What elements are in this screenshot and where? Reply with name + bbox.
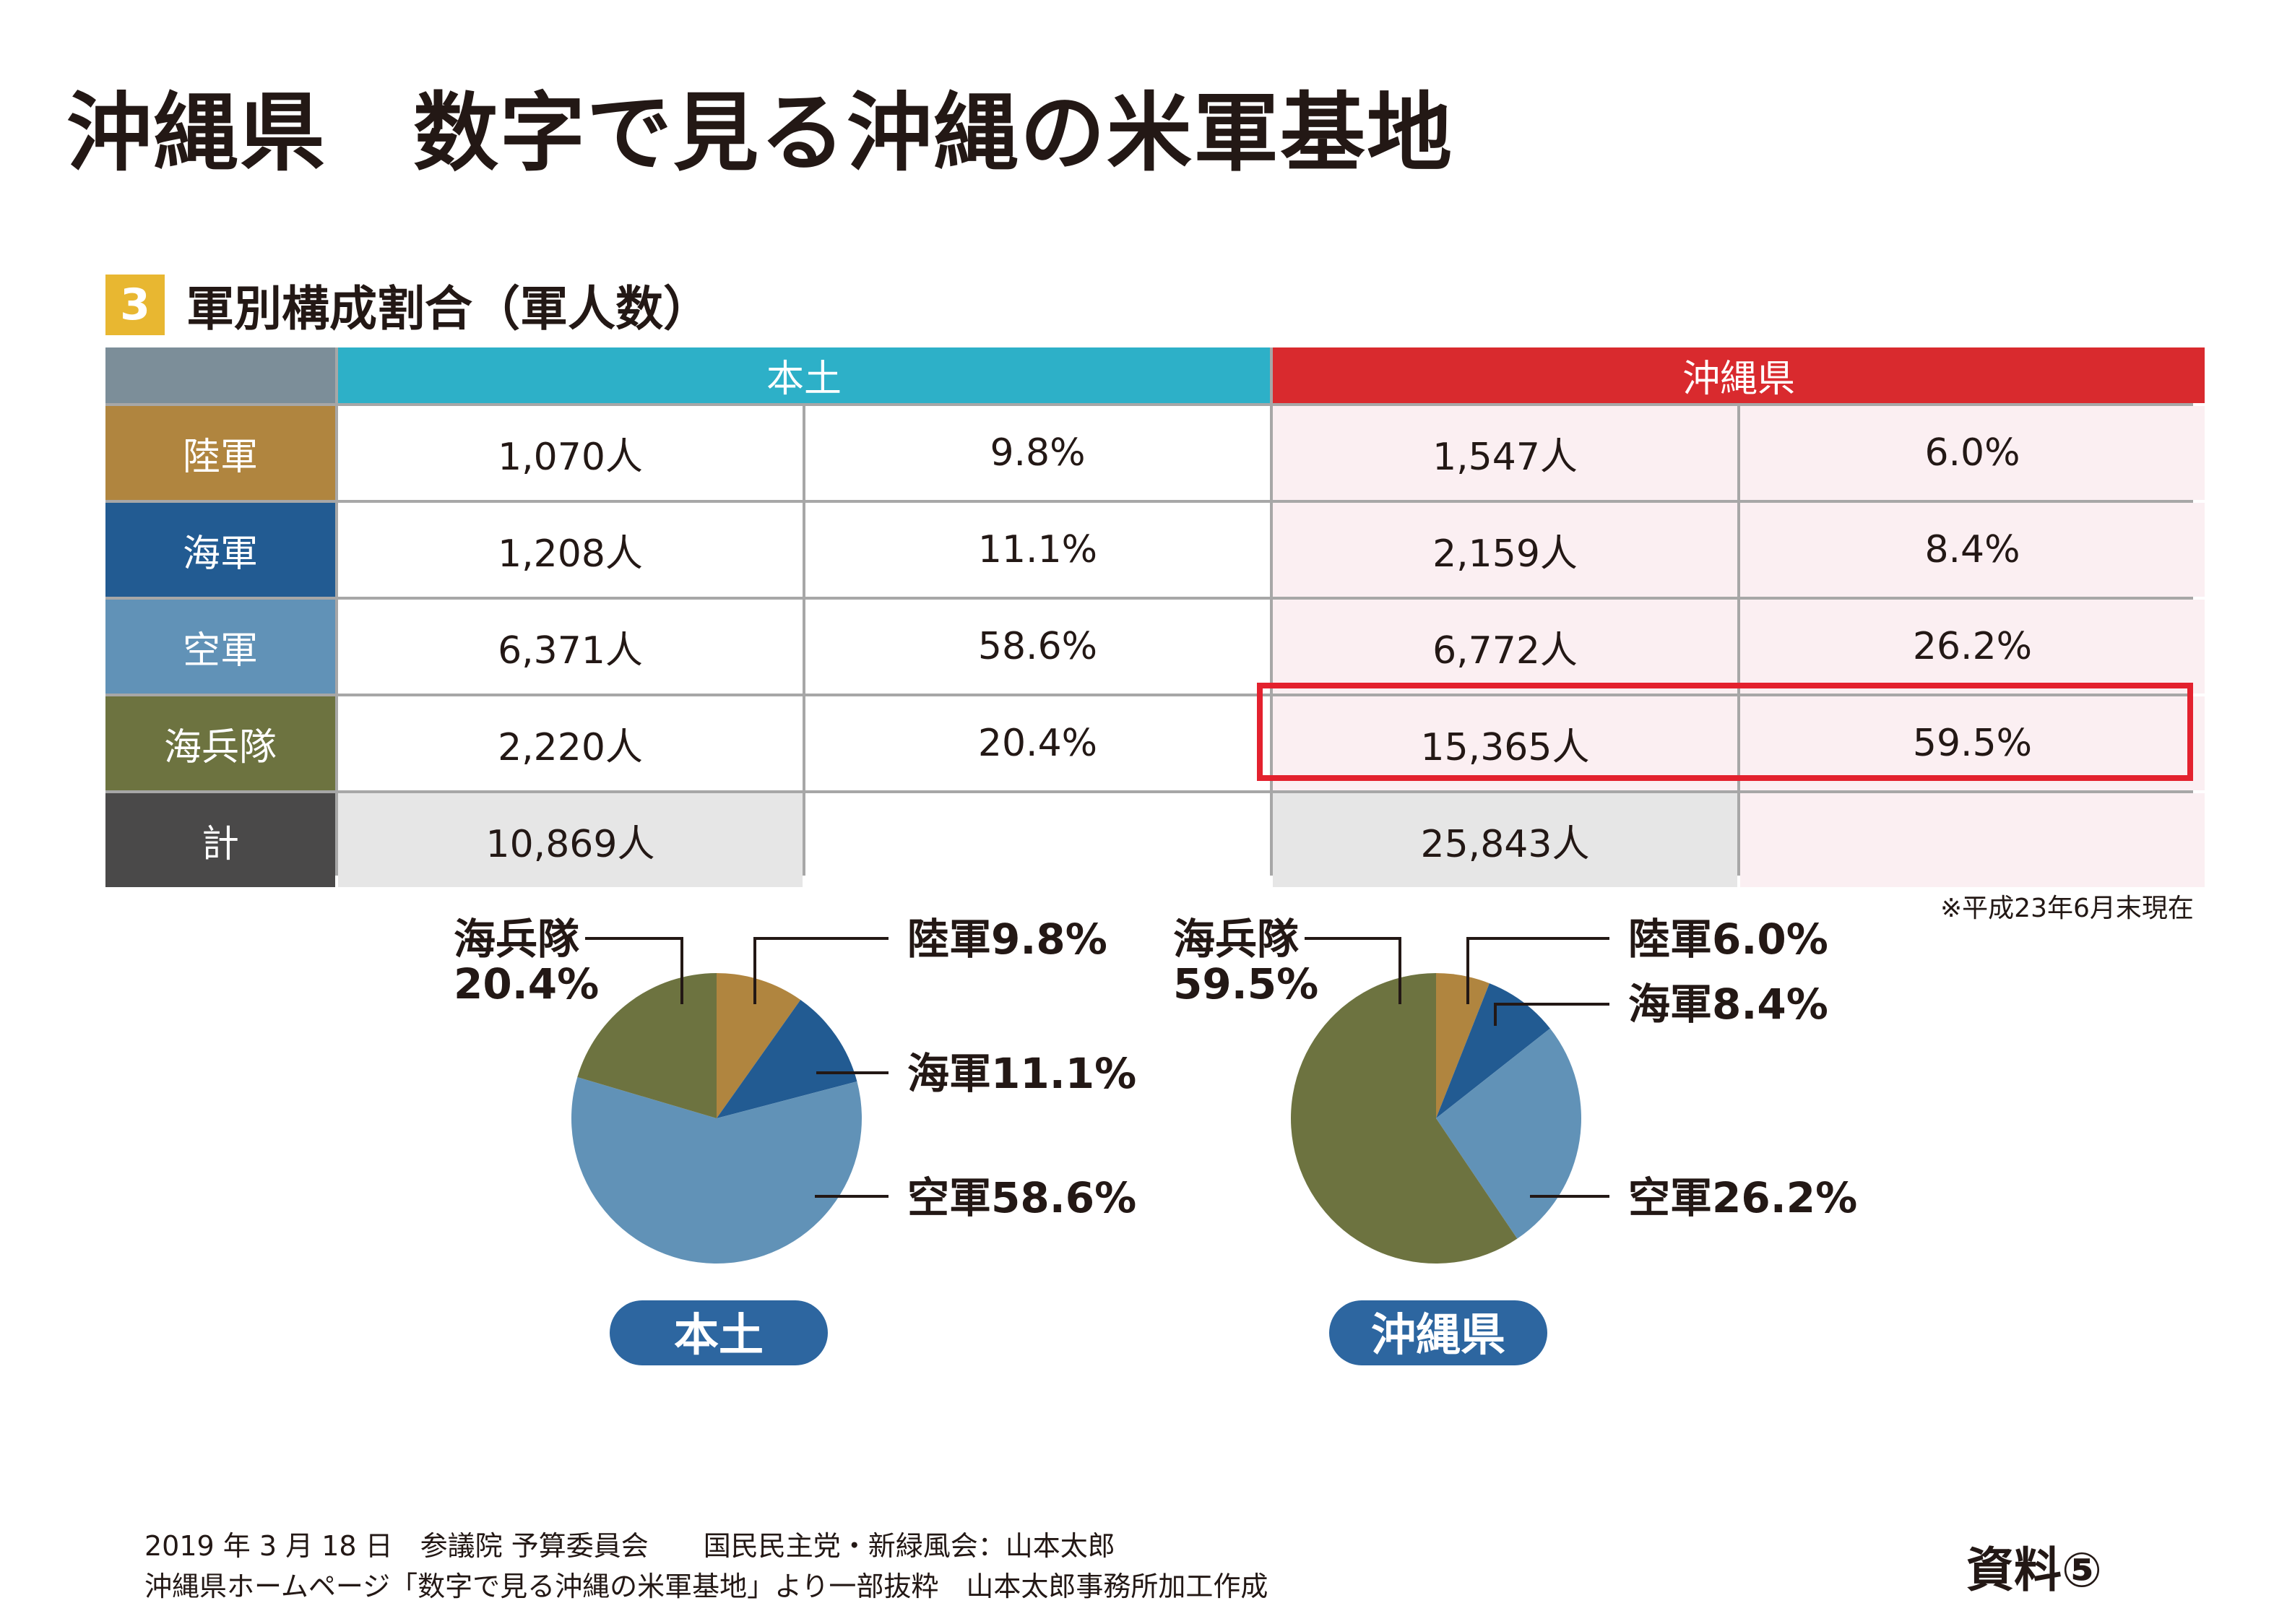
label-army: 陸軍6.0% xyxy=(1628,915,1828,964)
slice-navy xyxy=(717,999,857,1118)
slice-army xyxy=(1436,973,1490,1118)
cell-mainland-count: 1,070人 xyxy=(338,406,803,500)
row-label-air-force: 空軍 xyxy=(105,600,335,694)
pie-okinawa: 陸軍6.0% 海軍8.4% 空軍26.2% 海兵隊 59.5% 沖縄県 xyxy=(1173,915,1857,1365)
label-air-force: 空軍58.6% xyxy=(907,1173,1136,1222)
marines-okinawa-highlight xyxy=(1257,683,2193,781)
leader-army xyxy=(753,937,889,1004)
cell-mainland-pct: 58.6% xyxy=(805,600,1270,694)
cell-okinawa-count: 1,547人 xyxy=(1273,406,1737,500)
cell-okinawa-count: 6,772人 xyxy=(1273,600,1737,694)
footer-credits: 2019 年 3 月 18 日 参議院 予算委員会 国民民主党・新緑風会：山本太… xyxy=(144,1526,1268,1607)
label-air-force: 空軍26.2% xyxy=(1628,1173,1857,1222)
leader-navy xyxy=(1494,1003,1609,1026)
label-marines-pct: 20.4% xyxy=(454,959,599,1008)
pie-title: 本土 xyxy=(674,1308,764,1361)
label-navy: 海軍8.4% xyxy=(1628,980,1828,1029)
cell-mainland-pct: 9.8% xyxy=(805,406,1270,500)
slice-navy xyxy=(1436,983,1550,1118)
section-heading: 3 軍別構成割合（軍人数） xyxy=(105,275,711,337)
cell-okinawa-pct: 26.2% xyxy=(1740,600,2205,694)
footer-line-2: 沖縄県ホームページ「数字で見る沖縄の米軍基地」より一部抜粋 山本太郎事務所加工作… xyxy=(144,1571,1268,1602)
cell-mainland-pct: 11.1% xyxy=(805,503,1270,597)
composition-table: 本土 沖縄県 陸軍 1,070人 9.8% 1,547人 6.0% 海軍 1,2… xyxy=(105,347,2205,887)
cell-okinawa-count: 2,159人 xyxy=(1273,503,1737,597)
date-note: ※平成23年6月末現在 xyxy=(1940,894,2194,923)
table-corner xyxy=(105,347,335,403)
section-number-badge: 3 xyxy=(105,275,165,335)
slice-army xyxy=(717,973,801,1118)
cell-okinawa-pct: 59.5% xyxy=(1740,696,2205,790)
slice-marines xyxy=(1290,973,1518,1264)
label-marines-pct: 59.5% xyxy=(1173,959,1318,1008)
page-title: 沖縄県 数字で見る沖縄の米軍基地 xyxy=(66,83,1454,183)
row-label-marines: 海兵隊 xyxy=(105,696,335,790)
slice-air-force xyxy=(1436,1028,1581,1239)
pie-title: 沖縄県 xyxy=(1371,1308,1505,1361)
cell-mainland-count: 1,208人 xyxy=(338,503,803,597)
label-marines-name: 海兵隊 xyxy=(454,915,579,964)
label-army: 陸軍9.8% xyxy=(907,915,1107,964)
cell-mainland-pct: 20.4% xyxy=(805,696,1270,790)
document-label: 資料⑤ xyxy=(1966,1542,2102,1598)
leader-army xyxy=(1466,937,1609,1004)
label-navy: 海軍11.1% xyxy=(907,1049,1136,1098)
section-title: 軍別構成割合（軍人数） xyxy=(186,281,711,337)
footer-line-1: 2019 年 3 月 18 日 参議院 予算委員会 国民民主党・新緑風会：山本太… xyxy=(144,1530,1115,1562)
pie-title-pill xyxy=(610,1300,828,1365)
cell-okinawa-pct: 6.0% xyxy=(1740,406,2205,500)
cell-mainland-count: 6,371人 xyxy=(338,600,803,694)
row-label-army: 陸軍 xyxy=(105,406,335,500)
cell-okinawa-count: 15,365人 xyxy=(1273,696,1737,790)
header-mainland: 本土 xyxy=(338,347,1270,403)
cell-okinawa-total-pct xyxy=(1740,793,2205,887)
cell-mainland-total: 10,869人 xyxy=(338,793,803,887)
pie-title-pill xyxy=(1329,1300,1547,1365)
cell-okinawa-pct: 8.4% xyxy=(1740,503,2205,597)
header-okinawa: 沖縄県 xyxy=(1273,347,2205,403)
row-label-total: 計 xyxy=(105,793,335,887)
row-label-navy: 海軍 xyxy=(105,503,335,597)
leader-marines xyxy=(1305,937,1401,1004)
cell-mainland-count: 2,220人 xyxy=(338,696,803,790)
cell-okinawa-total: 25,843人 xyxy=(1273,793,1737,887)
label-marines-name: 海兵隊 xyxy=(1173,915,1299,964)
slice-marines xyxy=(577,972,717,1118)
slice-air-force xyxy=(571,1076,862,1264)
cell-mainland-total-pct xyxy=(805,793,1270,887)
pie-mainland: 陸軍9.8% 海軍11.1% 空軍58.6% 海兵隊 20.4% 本土 xyxy=(454,915,1136,1365)
leader-marines xyxy=(585,937,683,1004)
